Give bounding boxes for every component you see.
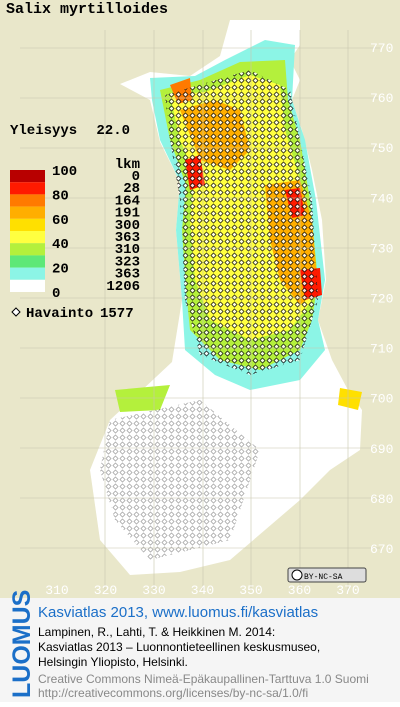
legend-swatch [10,182,45,195]
count-label: 0 [132,169,140,185]
scale-label: 20 [52,262,69,278]
count-label: 310 [115,242,140,258]
y-axis-label: 750 [370,141,393,156]
legend-swatch [10,170,45,183]
scale-label: 100 [52,164,77,180]
legend-swatch [10,243,45,256]
y-axis-label: 690 [370,442,393,457]
axes: 310 320 330 340 350 360 370 770 760 750 740 730 720 7… [45,41,393,598]
x-axis-label: 330 [142,583,165,598]
legend-swatch [10,279,45,292]
y-axis-label: 670 [370,542,393,557]
scale-label: 0 [52,286,60,302]
brand: LUOMUS [8,590,36,698]
count-label: 323 [115,254,140,270]
map [20,20,380,590]
count-label: 164 [115,193,140,209]
x-axis-label: 320 [94,583,117,598]
count-label: 300 [115,218,140,234]
x-axis-label: 340 [191,583,214,598]
scale-label: 80 [52,188,69,204]
legend-swatch [10,255,45,268]
atlas-link: Kasviatlas 2013, www.luomus.fi/kasviatla… [38,604,318,621]
scale-label: 60 [52,213,69,229]
count-label: 191 [115,206,140,222]
citation-line: Helsingin Yliopisto, Helsinki. [38,655,188,669]
y-axis-label: 700 [370,392,393,407]
count-header: lkm [115,157,140,173]
license-line: http://creativecommons.org/licenses/by-n… [38,686,308,700]
y-axis-label: 740 [370,191,393,206]
y-axis-label: 730 [370,241,393,256]
citation-line: Kasviatlas 2013 – Luonnontieteellinen ke… [38,640,320,654]
frequency-value: 22.0 [96,123,130,139]
count-label: 363 [115,230,140,246]
license-line: Creative Commons Nimeä-Epäkaupallinen-Ta… [38,672,369,686]
observation-symbol [11,307,21,317]
y-axis-label: 720 [370,292,393,307]
y-axis-label: 680 [370,492,393,507]
observation-label: Havainto [26,306,93,322]
x-axis-label: 360 [288,583,311,598]
legend-swatch [10,231,45,244]
observation-count: 1577 [100,306,134,322]
x-axis-label: 350 [239,583,262,598]
legend-swatch [10,206,45,219]
count-label: 1206 [106,279,140,295]
y-axis-label: 710 [370,342,393,357]
license-badge: BY-NC-SA [287,567,367,583]
legend-swatch [10,267,45,280]
footer-background [0,598,400,702]
count-label: 28 [123,181,140,197]
legend-swatch [10,218,45,231]
y-axis-label: 770 [370,41,393,56]
scale-label: 40 [52,237,69,253]
citation-line: Lampinen, R., Lahti, T. & Heikkinen M. 2… [38,625,275,639]
count-label: 363 [115,267,140,283]
species-title: Salix myrtilloides [6,1,168,18]
x-axis-label: 370 [336,583,359,598]
license-badge-text: BY-NC-SA [304,573,343,582]
y-axis-label: 760 [370,91,393,106]
legend-swatch [10,194,45,207]
frequency-label: Yleisyys [10,123,77,139]
x-axis-label: 310 [45,583,68,598]
